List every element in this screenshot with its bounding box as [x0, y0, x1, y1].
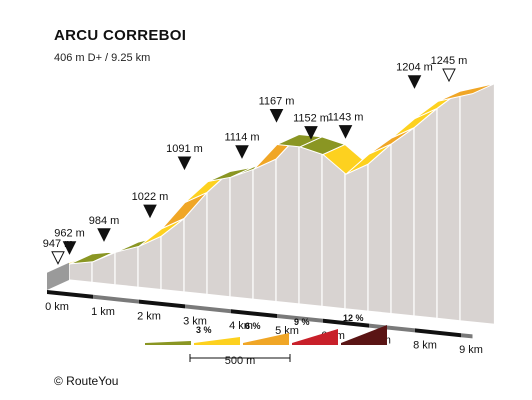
- distance-tick-label: 0 km: [45, 301, 69, 313]
- elevation-label: 1245 m: [431, 55, 468, 67]
- baseline-stripe: [369, 323, 415, 333]
- profile-wall-segment: [252, 158, 277, 303]
- legend-swatch: [194, 337, 240, 345]
- profile-wall-segment: [298, 133, 323, 308]
- legend-label: 6 %: [245, 321, 261, 331]
- profile-gradient-segment: [437, 83, 495, 102]
- distance-tick-label: 3 km: [183, 315, 207, 327]
- filled-marker-icon: [235, 145, 249, 159]
- filled-marker-icon: [304, 126, 318, 140]
- distance-tick-label: 4 km: [229, 320, 253, 332]
- profile-wall-segment: [275, 132, 300, 305]
- baseline-stripe: [415, 328, 461, 338]
- elevation-label: 1204 m: [396, 62, 433, 74]
- elevation-label: 962 m: [54, 228, 85, 240]
- profile-wall-segment: [436, 90, 461, 322]
- chart-title: ARCU CORREBOI: [54, 27, 186, 44]
- baseline-stripe: [323, 318, 369, 328]
- filled-marker-icon: [62, 241, 77, 255]
- filled-marker-icon: [338, 125, 353, 139]
- legend-swatch: [243, 333, 289, 345]
- open-marker-icon: [442, 68, 456, 83]
- elevation-label: 1091 m: [166, 143, 203, 155]
- baseline-stripe: [277, 314, 323, 323]
- profile-baseline: [47, 290, 473, 339]
- baseline-stripe: [93, 294, 139, 304]
- profile-wall-segment: [459, 82, 496, 326]
- profile-wall-segment: [206, 170, 231, 298]
- distance-tick-label: 5 km: [275, 325, 299, 337]
- elevation-label: 1167 m: [259, 96, 295, 108]
- legend-label: 12 %: [343, 313, 364, 323]
- distance-tick-label: 1 km: [91, 306, 115, 318]
- filled-marker-icon: [269, 109, 284, 123]
- copyright-text: © RouteYou: [54, 374, 118, 388]
- baseline-stripe: [231, 309, 277, 318]
- legend-swatch: [292, 329, 338, 345]
- profile-wall-segment: [413, 107, 438, 320]
- elevation-label: 1152 m: [293, 113, 329, 125]
- legend-scale-label: 500 m: [225, 355, 256, 367]
- filled-marker-icon: [177, 156, 192, 171]
- profile-wall-segment: [229, 166, 254, 300]
- baseline-stripe: [461, 333, 473, 339]
- gradient-legend: 3 % 6 % 9 % 12 % 500 m: [145, 313, 387, 367]
- baseline-stripe: [47, 290, 93, 299]
- profile-top-segments: [46, 83, 495, 290]
- elevation-label: 984 m: [89, 215, 120, 227]
- distance-tick-label: 2 km: [137, 311, 161, 323]
- profile-start-face: [47, 262, 69, 290]
- legend-label: 9 %: [294, 317, 310, 327]
- baseline-stripe: [139, 299, 185, 309]
- filled-marker-icon: [143, 204, 157, 219]
- baseline-stripe: [185, 304, 231, 314]
- legend-swatch: [341, 325, 387, 345]
- open-marker-icon: [51, 251, 65, 265]
- legend-label: 3 %: [196, 325, 212, 335]
- elevation-label: 1022 m: [132, 191, 169, 203]
- elevation-label: 1114 m: [224, 132, 259, 144]
- distance-tick-label: 9 km: [459, 344, 483, 356]
- filled-marker-icon: [407, 75, 422, 89]
- legend-swatch: [145, 341, 191, 345]
- elevation-label: 1143 m: [328, 112, 364, 124]
- distance-tick-label: 8 km: [413, 339, 437, 351]
- profile-wall-segment: [390, 126, 415, 317]
- chart-subtitle: 406 m D+ / 9.25 km: [54, 52, 150, 64]
- profile-walls: [68, 82, 496, 326]
- filled-marker-icon: [97, 228, 111, 242]
- profile-wall-segment: [367, 142, 392, 315]
